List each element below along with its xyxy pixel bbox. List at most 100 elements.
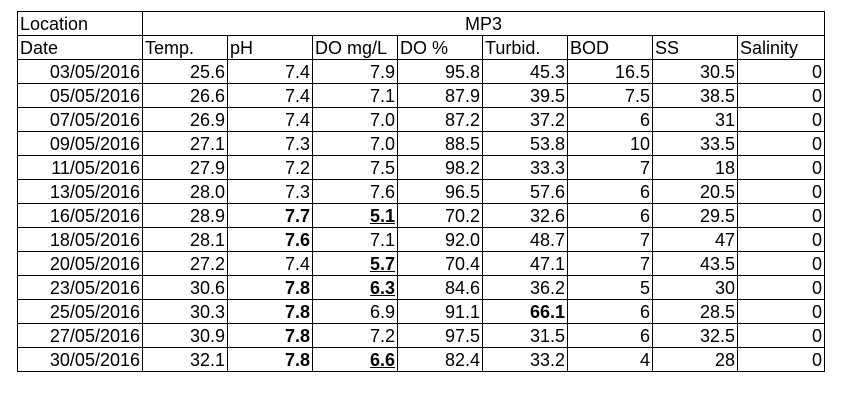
- do-percent-cell: 82.4: [397, 347, 483, 372]
- bod-cell: 10: [567, 131, 653, 156]
- do-percent-cell: 97.5: [397, 323, 483, 348]
- ss-cell: 33.5: [652, 131, 738, 156]
- date-cell: 11/05/2016: [17, 155, 143, 180]
- ss-cell: 30: [652, 275, 738, 300]
- do-percent-cell: 87.9: [397, 83, 483, 108]
- bod-cell: 6: [567, 203, 653, 228]
- bod-cell: 7: [567, 251, 653, 276]
- table-row: 16/05/2016 28.9 7.7 5.1 70.2 32.6 6 29.5 0: [17, 203, 825, 228]
- date-cell: 13/05/2016: [17, 179, 143, 204]
- ph-cell: 7.4: [227, 59, 313, 84]
- ph-cell: 7.4: [227, 83, 313, 108]
- ph-cell: 7.4: [227, 107, 313, 132]
- salinity-cell: 0: [737, 83, 825, 108]
- table-row: 07/05/2016 26.9 7.4 7.0 87.2 37.2 6 31 0: [17, 107, 825, 132]
- turbidity-cell: 37.2: [482, 107, 568, 132]
- bod-cell: 7: [567, 227, 653, 252]
- ph-cell: 7.4: [227, 251, 313, 276]
- do-mg-cell: 7.5: [312, 155, 398, 180]
- temp-cell: 27.1: [142, 131, 228, 156]
- do-mg-cell: 5.1: [312, 203, 398, 228]
- date-cell: 27/05/2016: [17, 323, 143, 348]
- column-header-turbidity: Turbid.: [482, 35, 568, 60]
- ss-cell: 28: [652, 347, 738, 372]
- ss-cell: 47: [652, 227, 738, 252]
- header-row: Date Temp. pH DO mg/L DO % Turbid. BOD S…: [17, 35, 825, 60]
- do-percent-cell: 84.6: [397, 275, 483, 300]
- temp-cell: 28.9: [142, 203, 228, 228]
- date-cell: 07/05/2016: [17, 107, 143, 132]
- table-row: 27/05/2016 30.9 7.8 7.2 97.5 31.5 6 32.5 0: [17, 323, 825, 348]
- column-header-do-percent: DO %: [397, 35, 483, 60]
- turbidity-cell: 66.1: [482, 299, 568, 324]
- column-header-ph: pH: [227, 35, 313, 60]
- column-header-temp: Temp.: [142, 35, 228, 60]
- ph-cell: 7.3: [227, 179, 313, 204]
- ph-cell: 7.8: [227, 275, 313, 300]
- do-mg-cell: 7.0: [312, 107, 398, 132]
- date-cell: 20/05/2016: [17, 251, 143, 276]
- ph-cell: 7.8: [227, 299, 313, 324]
- date-cell: 18/05/2016: [17, 227, 143, 252]
- flagged-value: 6.3: [369, 277, 395, 298]
- table-row: 05/05/2016 26.6 7.4 7.1 87.9 39.5 7.5 38.5 0: [17, 83, 825, 108]
- temp-cell: 30.6: [142, 275, 228, 300]
- temp-cell: 30.9: [142, 323, 228, 348]
- temp-cell: 26.6: [142, 83, 228, 108]
- turbidity-cell: 32.6: [482, 203, 568, 228]
- table-row: 03/05/2016 25.6 7.4 7.9 95.8 45.3 16.5 30.5 0: [17, 59, 825, 84]
- turbidity-cell: 33.3: [482, 155, 568, 180]
- flagged-value: 6.6: [369, 349, 395, 370]
- do-mg-cell: 7.0: [312, 131, 398, 156]
- ss-cell: 29.5: [652, 203, 738, 228]
- bod-cell: 4: [567, 347, 653, 372]
- salinity-cell: 0: [737, 203, 825, 228]
- bod-cell: 7.5: [567, 83, 653, 108]
- do-mg-cell: 6.6: [312, 347, 398, 372]
- salinity-cell: 0: [737, 59, 825, 84]
- do-percent-cell: 91.1: [397, 299, 483, 324]
- ph-cell: 7.6: [227, 227, 313, 252]
- date-cell: 25/05/2016: [17, 299, 143, 324]
- turbidity-cell: 48.7: [482, 227, 568, 252]
- bod-cell: 6: [567, 299, 653, 324]
- ph-cell: 7.8: [227, 347, 313, 372]
- date-cell: 09/05/2016: [17, 131, 143, 156]
- salinity-cell: 0: [737, 299, 825, 324]
- table-row: 09/05/2016 27.1 7.3 7.0 88.5 53.8 10 33.5 0: [17, 131, 825, 156]
- temp-cell: 27.9: [142, 155, 228, 180]
- turbidity-cell: 53.8: [482, 131, 568, 156]
- table-row: 13/05/2016 28.0 7.3 7.6 96.5 57.6 6 20.5 0: [17, 179, 825, 204]
- salinity-cell: 0: [737, 347, 825, 372]
- do-mg-cell: 7.1: [312, 83, 398, 108]
- bod-cell: 6: [567, 323, 653, 348]
- salinity-cell: 0: [737, 323, 825, 348]
- ss-cell: 31: [652, 107, 738, 132]
- do-mg-cell: 7.2: [312, 323, 398, 348]
- ss-cell: 32.5: [652, 323, 738, 348]
- salinity-cell: 0: [737, 131, 825, 156]
- ph-cell: 7.2: [227, 155, 313, 180]
- bod-cell: 16.5: [567, 59, 653, 84]
- salinity-cell: 0: [737, 251, 825, 276]
- table-row: 20/05/2016 27.2 7.4 5.7 70.4 47.1 7 43.5 0: [17, 251, 825, 276]
- column-header-salinity: Salinity: [737, 35, 825, 60]
- column-header-do-mg: DO mg/L: [312, 35, 398, 60]
- date-cell: 23/05/2016: [17, 275, 143, 300]
- table-row: 23/05/2016 30.6 7.8 6.3 84.6 36.2 5 30 0: [17, 275, 825, 300]
- bod-cell: 6: [567, 107, 653, 132]
- ss-cell: 43.5: [652, 251, 738, 276]
- column-header-bod: BOD: [567, 35, 653, 60]
- do-percent-cell: 98.2: [397, 155, 483, 180]
- bod-cell: 7: [567, 155, 653, 180]
- table-row: 25/05/2016 30.3 7.8 6.9 91.1 66.1 6 28.5 0: [17, 299, 825, 324]
- temp-cell: 28.1: [142, 227, 228, 252]
- ss-cell: 38.5: [652, 83, 738, 108]
- temp-cell: 28.0: [142, 179, 228, 204]
- do-mg-cell: 5.7: [312, 251, 398, 276]
- do-mg-cell: 7.1: [312, 227, 398, 252]
- ss-cell: 28.5: [652, 299, 738, 324]
- do-percent-cell: 87.2: [397, 107, 483, 132]
- table-row: 11/05/2016 27.9 7.2 7.5 98.2 33.3 7 18 0: [17, 155, 825, 180]
- bod-cell: 5: [567, 275, 653, 300]
